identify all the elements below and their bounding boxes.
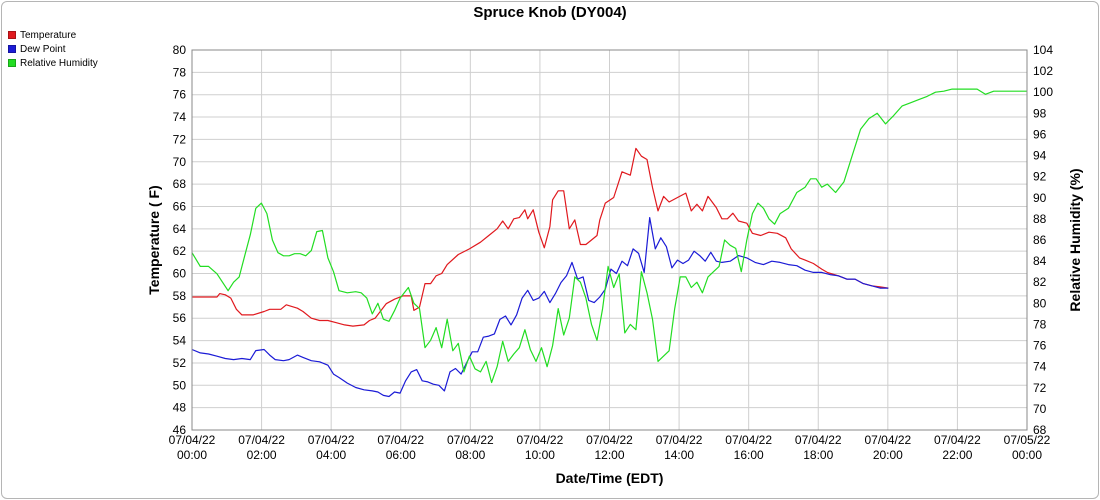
x-tick-time: 08:00 [455, 448, 485, 462]
x-tick-time: 00:00 [177, 448, 207, 462]
y-right-tick-label: 68 [1033, 423, 1047, 437]
x-tick-date: 07/04/22 [308, 433, 355, 447]
x-tick-time: 20:00 [873, 448, 903, 462]
y-right-tick-label: 74 [1033, 360, 1047, 374]
x-tick-date: 07/04/22 [934, 433, 981, 447]
y-axis-left-title: Temperature ( F) [146, 185, 162, 294]
x-tick-time: 22:00 [942, 448, 972, 462]
x-tick-date: 07/04/22 [238, 433, 285, 447]
x-tick-date: 07/04/22 [447, 433, 494, 447]
legend-swatch-relative-humidity [8, 59, 16, 67]
x-tick-date: 07/04/22 [656, 433, 703, 447]
legend: Temperature Dew Point Relative Humidity [8, 28, 98, 70]
y-right-tick-label: 94 [1033, 149, 1047, 163]
y-right-tick-label: 100 [1033, 85, 1053, 99]
series-line-dew-point [191, 217, 889, 398]
y-axis-right-title: Relative Humidity (%) [1067, 168, 1083, 311]
y-right-tick-label: 88 [1033, 212, 1047, 226]
x-tick-time: 10:00 [525, 448, 555, 462]
y-left-tick-label: 70 [173, 155, 187, 169]
plot-border [191, 49, 1028, 431]
x-tick-date: 07/04/22 [517, 433, 564, 447]
y-left-tick-label: 54 [173, 334, 187, 348]
y-left-tick-label: 74 [173, 110, 187, 124]
legend-label-dew-point: Dew Point [20, 43, 66, 55]
y-left-tick-label: 68 [173, 177, 187, 191]
x-axis-title: Date/Time (EDT) [556, 470, 664, 486]
y-left-tick-label: 56 [173, 311, 187, 325]
x-tick-time: 14:00 [664, 448, 694, 462]
series-lines [191, 88, 1027, 398]
x-tick-time: 02:00 [247, 448, 277, 462]
y-left-tick-label: 78 [173, 65, 187, 79]
y-left-tick-label: 72 [173, 132, 187, 146]
y-right-tick-label: 70 [1033, 402, 1047, 416]
y-left-tick-label: 80 [173, 43, 187, 57]
y-right-tick-label: 76 [1033, 339, 1047, 353]
x-tick-date: 07/04/22 [586, 433, 633, 447]
y-left-tick-label: 48 [173, 401, 187, 415]
y-right-tick-label: 104 [1033, 43, 1053, 57]
y-left-tick-label: 66 [173, 199, 187, 213]
x-tick-date: 07/05/22 [1004, 433, 1051, 447]
x-tick-time: 18:00 [803, 448, 833, 462]
x-tick-time: 06:00 [386, 448, 416, 462]
y-right-tick-label: 78 [1033, 317, 1047, 331]
x-tick-date: 07/04/22 [377, 433, 424, 447]
legend-swatch-temperature [8, 31, 16, 39]
y-left-tick-label: 58 [173, 289, 187, 303]
legend-swatch-dew-point [8, 45, 16, 53]
x-tick-date: 07/04/22 [169, 433, 216, 447]
series-line-relative-humidity [191, 88, 1027, 384]
y-right-tick-label: 84 [1033, 254, 1047, 268]
legend-label-relative-humidity: Relative Humidity [20, 57, 98, 69]
y-left-tick-label: 60 [173, 267, 187, 281]
y-right-tick-label: 92 [1033, 170, 1047, 184]
y-right-tick-label: 72 [1033, 381, 1047, 395]
x-tick-date: 07/04/22 [864, 433, 911, 447]
legend-item-temperature: Temperature [8, 28, 98, 42]
y-left-tick-label: 46 [173, 423, 187, 437]
chart-title: Spruce Knob (DY004) [473, 4, 627, 21]
series-line-temperature [192, 147, 889, 327]
legend-label-temperature: Temperature [20, 29, 77, 41]
y-left-tick-label: 76 [173, 88, 187, 102]
y-right-tick-label: 102 [1033, 64, 1053, 78]
y-left-tick-label: 64 [173, 222, 187, 236]
y-right-tick-label: 86 [1033, 233, 1047, 247]
tick-labels: 46 48 50 52 54 56 58 60 62 64 66 68 70 72 74 76 78 80 68 70… [169, 43, 1054, 462]
legend-item-dew-point: Dew Point [8, 42, 98, 56]
y-right-tick-label: 82 [1033, 275, 1047, 289]
y-right-tick-label: 98 [1033, 106, 1047, 120]
x-tick-time: 04:00 [316, 448, 346, 462]
x-tick-time: 00:00 [1012, 448, 1042, 462]
y-right-tick-label: 80 [1033, 296, 1047, 310]
x-tick-date: 07/04/22 [795, 433, 842, 447]
x-tick-date: 07/04/22 [725, 433, 772, 447]
y-left-tick-label: 50 [173, 378, 187, 392]
legend-item-relative-humidity: Relative Humidity [8, 56, 98, 70]
y-right-tick-label: 90 [1033, 191, 1047, 205]
y-left-tick-label: 62 [173, 244, 187, 258]
y-right-tick-label: 96 [1033, 127, 1047, 141]
x-tick-time: 16:00 [734, 448, 764, 462]
y-left-tick-label: 52 [173, 356, 187, 370]
x-tick-time: 12:00 [594, 448, 624, 462]
